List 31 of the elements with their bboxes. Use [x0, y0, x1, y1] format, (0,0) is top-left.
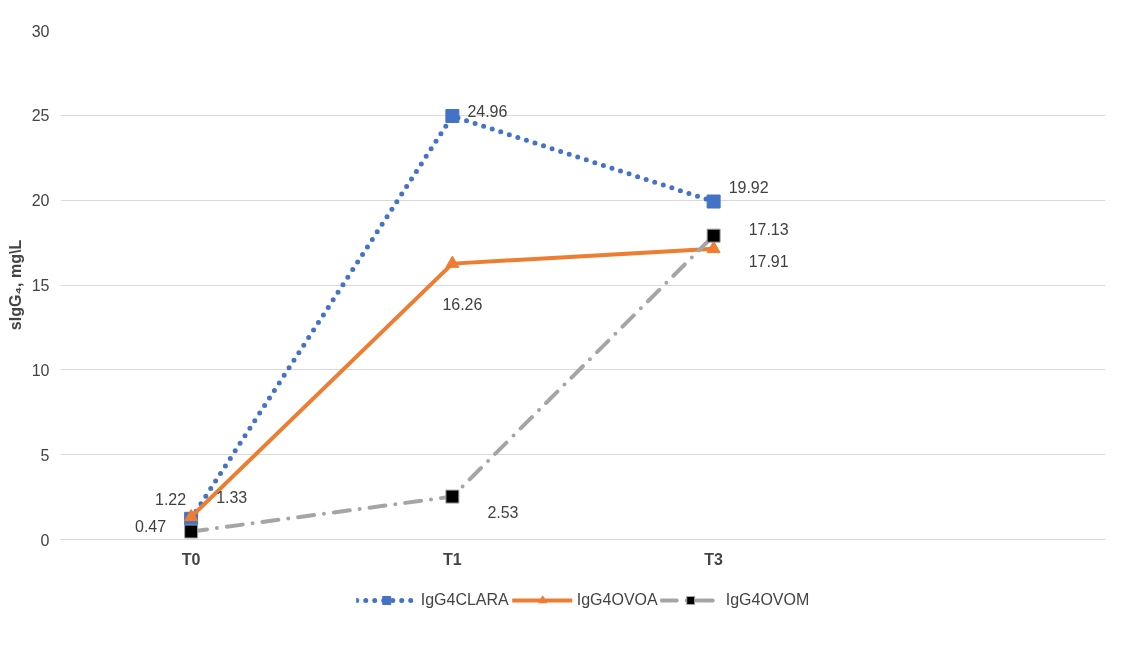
data-label: 0.47 — [134, 517, 167, 535]
data-label: 16.26 — [442, 295, 483, 313]
y-tick-label: 30 — [31, 22, 50, 40]
x-tick-label: T0 — [181, 550, 201, 568]
y-tick-label: 10 — [31, 361, 50, 379]
point — [445, 489, 460, 504]
y-tick-label: 15 — [31, 277, 50, 294]
y-tick-label: 25 — [31, 107, 50, 125]
legend-label: IgG4OVOM — [725, 591, 810, 609]
data-label: 1.22 — [154, 490, 187, 508]
data-label: 1.33 — [216, 488, 248, 506]
point — [706, 228, 721, 243]
y-axis-title: sIgG₄, mg\L — [6, 239, 24, 331]
point — [184, 508, 199, 522]
data-label: 2.53 — [487, 503, 519, 521]
point — [445, 255, 460, 268]
point — [445, 109, 460, 124]
y-tick-label: 5 — [40, 446, 50, 464]
y-tick-label: 0 — [40, 531, 50, 549]
data-label: 19.92 — [728, 178, 769, 196]
point — [706, 240, 721, 254]
point — [706, 194, 721, 209]
legend-label: IgG4CLARA — [420, 591, 509, 609]
point — [184, 524, 199, 539]
y-tick-label: 20 — [31, 192, 50, 210]
data-label: 17.13 — [748, 220, 789, 238]
x-tick-label: T1 — [443, 550, 462, 568]
legend-label: IgG4OVOA — [576, 591, 658, 609]
x-tick-label: T3 — [704, 550, 724, 568]
data-label: 24.96 — [467, 103, 508, 121]
data-label: 17.91 — [748, 252, 789, 270]
